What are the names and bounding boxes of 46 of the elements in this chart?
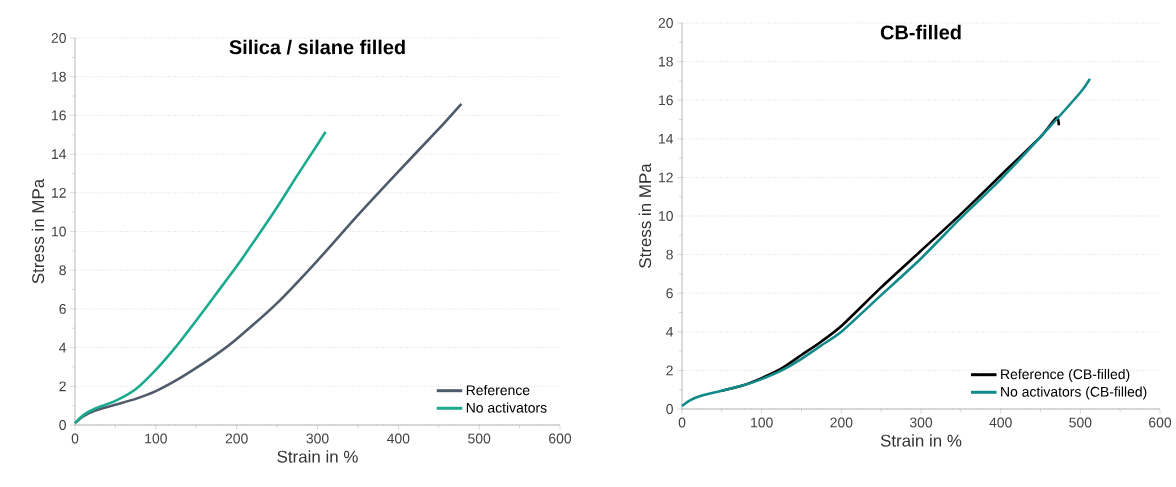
- y-tick-label: 2: [59, 381, 66, 392]
- x-tick-label: 400: [387, 433, 410, 444]
- y-tick-label: 16: [52, 110, 66, 121]
- x-tick-label: 0: [71, 433, 79, 444]
- x-tick-label: 100: [751, 417, 773, 428]
- legend-label: No activators (CB-filled): [1001, 386, 1147, 400]
- x-tick-label: 600: [1149, 417, 1172, 428]
- y-tick-label: 10: [52, 226, 66, 237]
- y-tick-label: 20: [51, 33, 66, 43]
- y-tick-label: 14: [659, 134, 674, 144]
- chart-title: Silica / silane filled: [229, 39, 405, 55]
- y-tick-label: 8: [59, 265, 66, 276]
- x-tick-label: 300: [306, 433, 329, 444]
- x-tick-label: 200: [225, 433, 248, 444]
- y-tick-label: 4: [666, 327, 674, 337]
- x-tick-label: 600: [549, 433, 572, 444]
- y-tick-label: 4: [59, 342, 67, 353]
- x-tick-label: 200: [830, 417, 853, 428]
- y-tick-label: 16: [659, 95, 673, 106]
- y-tick-label: 14: [52, 149, 67, 159]
- y-tick-label: 12: [659, 172, 673, 183]
- x-axis-title: Strain in %: [880, 434, 962, 447]
- y-axis-title: Stress in MPa: [638, 163, 652, 268]
- y-tick-label: 20: [658, 18, 673, 28]
- x-tick-label: 400: [989, 417, 1012, 428]
- chart-title: CB-filled: [880, 24, 961, 40]
- y-tick-label: 8: [666, 249, 673, 260]
- y-axis-title: Stress in MPa: [31, 178, 45, 284]
- x-tick-label: 500: [468, 433, 491, 444]
- x-tick-label: 100: [145, 433, 167, 444]
- x-axis-title: Strain in %: [277, 450, 358, 463]
- y-tick-label: 12: [52, 187, 66, 198]
- y-tick-label: 18: [659, 56, 673, 67]
- x-tick-label: 300: [909, 417, 933, 428]
- line-series: [73, 130, 327, 425]
- y-tick-label: 18: [52, 71, 66, 82]
- y-tick-label: 2: [666, 365, 673, 376]
- legend-label: Reference: [466, 384, 530, 396]
- y-tick-label: 6: [59, 303, 66, 314]
- x-tick-label: 500: [1069, 417, 1092, 428]
- y-tick-label: 10: [659, 211, 673, 221]
- x-tick-label: 0: [678, 417, 686, 428]
- legend-label: No activators: [466, 402, 547, 413]
- legend-label: Reference (CB-filled): [1001, 368, 1130, 382]
- y-tick-label: 6: [666, 288, 673, 299]
- y-tick-label: 0: [666, 404, 673, 414]
